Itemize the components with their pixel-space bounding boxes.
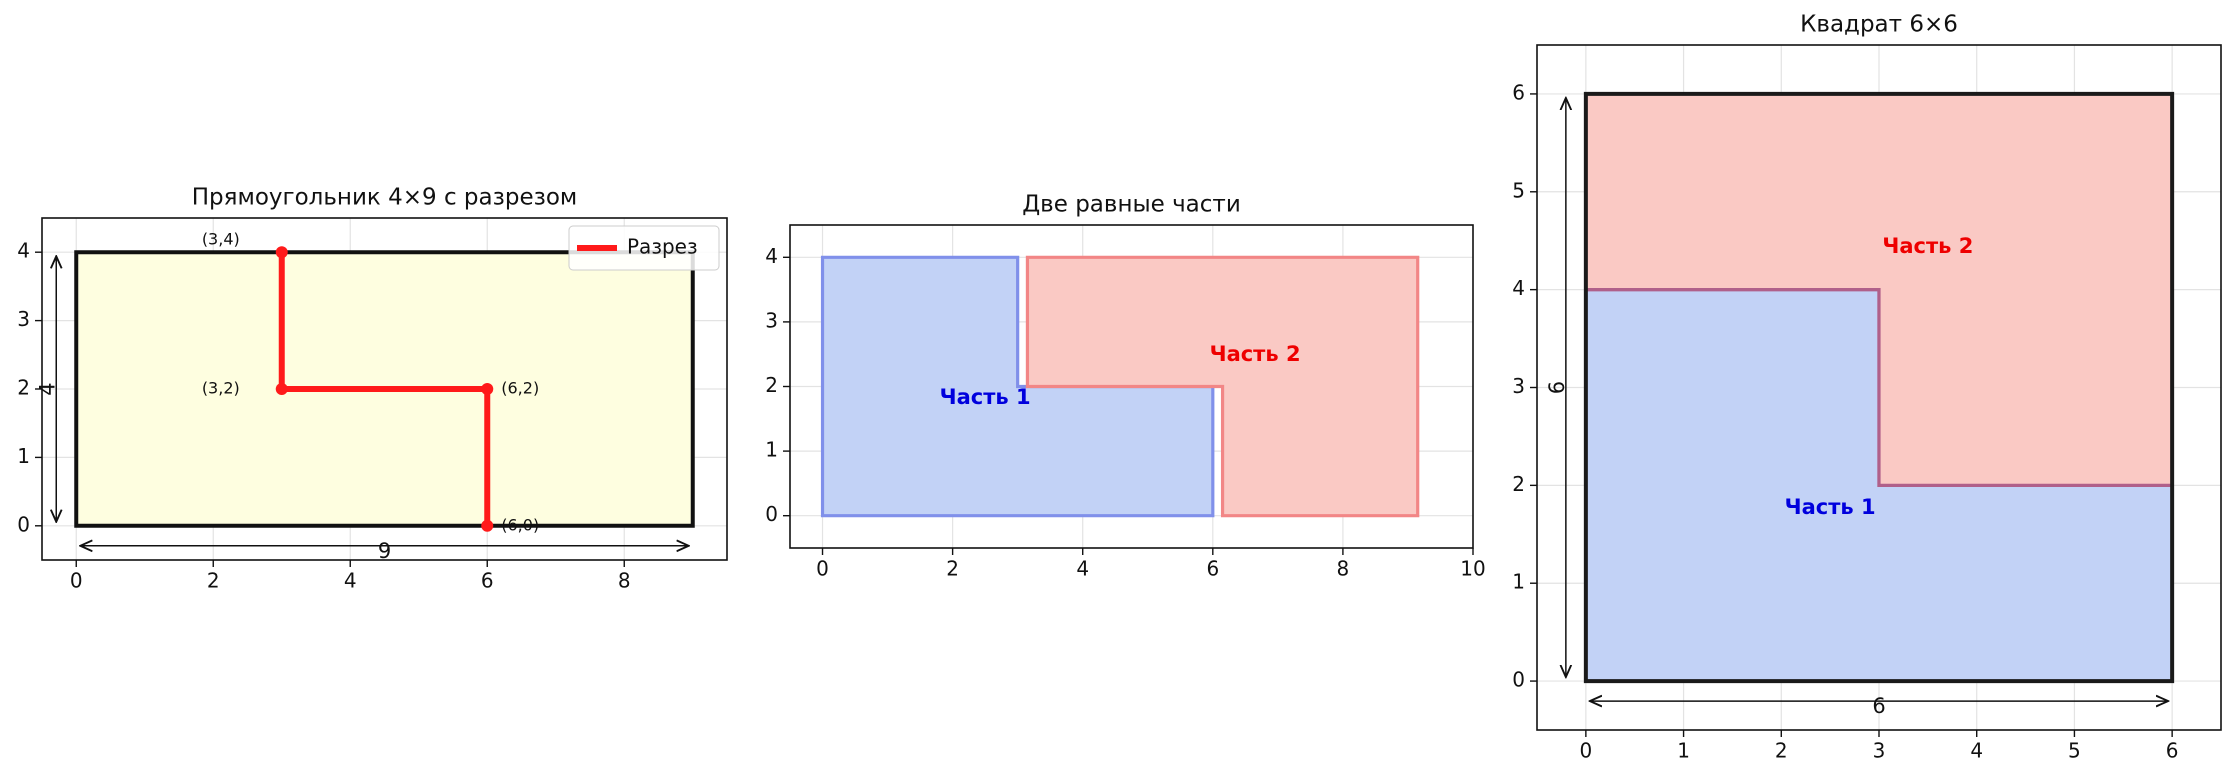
part-label: Часть 1: [940, 385, 1031, 409]
legend: Разрез: [568, 225, 720, 271]
y-tick-label: 2: [765, 373, 778, 397]
x-tick-label: 1: [1677, 739, 1690, 763]
point-label: (6,2): [501, 379, 539, 398]
y-tick-label: 4: [765, 244, 778, 268]
point-label: (6,0): [501, 515, 539, 534]
y-tick-label: 5: [1512, 178, 1525, 202]
x-tick-label: 8: [618, 569, 631, 593]
legend-box: [568, 225, 720, 271]
cut-line: [278, 252, 491, 526]
height-label: 4: [35, 382, 59, 395]
part-label: Часть 2: [1882, 234, 1973, 258]
x-tick-label: 4: [1970, 739, 1983, 763]
y-tick-label: 0: [1512, 668, 1525, 692]
legend-label: Разрез: [627, 235, 698, 259]
width-label: 9: [378, 539, 391, 563]
x-tick-label: 4: [1076, 557, 1089, 581]
part-label: Часть 2: [1210, 342, 1301, 366]
part-label: Часть 1: [1785, 495, 1876, 519]
polygon: [1025, 255, 1420, 518]
x-tick-label: 8: [1337, 557, 1350, 581]
y-tick-label: 3: [765, 308, 778, 332]
y-tick-label: 1: [765, 438, 778, 462]
subplot: Две равные части 0 2 4 6 8 10 0 1 2 3 4 Часть 1 Часть…: [765, 192, 1485, 581]
polygon: [1583, 91, 2175, 684]
x-tick-label: 0: [1579, 739, 1592, 763]
x-tick-label: 2: [207, 569, 220, 593]
x-tick-label: 4: [344, 569, 357, 593]
x-tick-label: 3: [1873, 739, 1886, 763]
y-tick-label: 4: [17, 239, 30, 263]
y-tick-label: 3: [1512, 374, 1525, 398]
x-tick-label: 5: [2068, 739, 2081, 763]
x-tick-label: 0: [816, 557, 829, 581]
x-tick-label: 6: [481, 569, 494, 593]
axes-frame: [1536, 44, 2222, 731]
cut-point: [481, 519, 494, 532]
subplot-title: Квадрат 6×6: [1800, 12, 1958, 38]
y-tick-label: 2: [17, 376, 30, 400]
y-tick-label: 2: [1512, 472, 1525, 496]
x-tick-label: 6: [2166, 739, 2179, 763]
x-tick-label: 2: [1775, 739, 1788, 763]
x-tick-label: 6: [1206, 557, 1219, 581]
cut-point: [275, 246, 288, 259]
x-tick-label: 2: [946, 557, 959, 581]
cut-point: [481, 383, 494, 395]
height-label: 6: [1545, 381, 1569, 394]
point-label: (3,2): [202, 379, 240, 398]
axes-frame: [789, 224, 1474, 549]
x-tick-label: 0: [70, 569, 83, 593]
subplot-title: Две равные части: [1022, 192, 1241, 218]
y-tick-label: 3: [17, 307, 30, 331]
x-tick-label: 10: [1460, 557, 1485, 581]
axes-frame: [41, 217, 728, 561]
y-tick-label: 0: [765, 502, 778, 526]
y-tick-label: 6: [1512, 80, 1525, 104]
point-label: (3,4): [202, 230, 240, 249]
polygon: [820, 255, 1215, 518]
y-tick-label: 1: [17, 444, 30, 468]
subplot: Квадрат 6×6 0 1 2 3 4 5 6 0 1 2 3 4 5 6 Часть 1 Часть 2 6…: [1512, 12, 2222, 763]
y-tick-label: 1: [1512, 570, 1525, 594]
y-tick-label: 4: [1512, 276, 1525, 300]
subplot-title: Прямоугольник 4×9 с разрезом: [192, 185, 578, 211]
width-label: 6: [1872, 694, 1885, 718]
cut-point: [275, 383, 288, 395]
y-tick-label: 0: [17, 512, 30, 536]
